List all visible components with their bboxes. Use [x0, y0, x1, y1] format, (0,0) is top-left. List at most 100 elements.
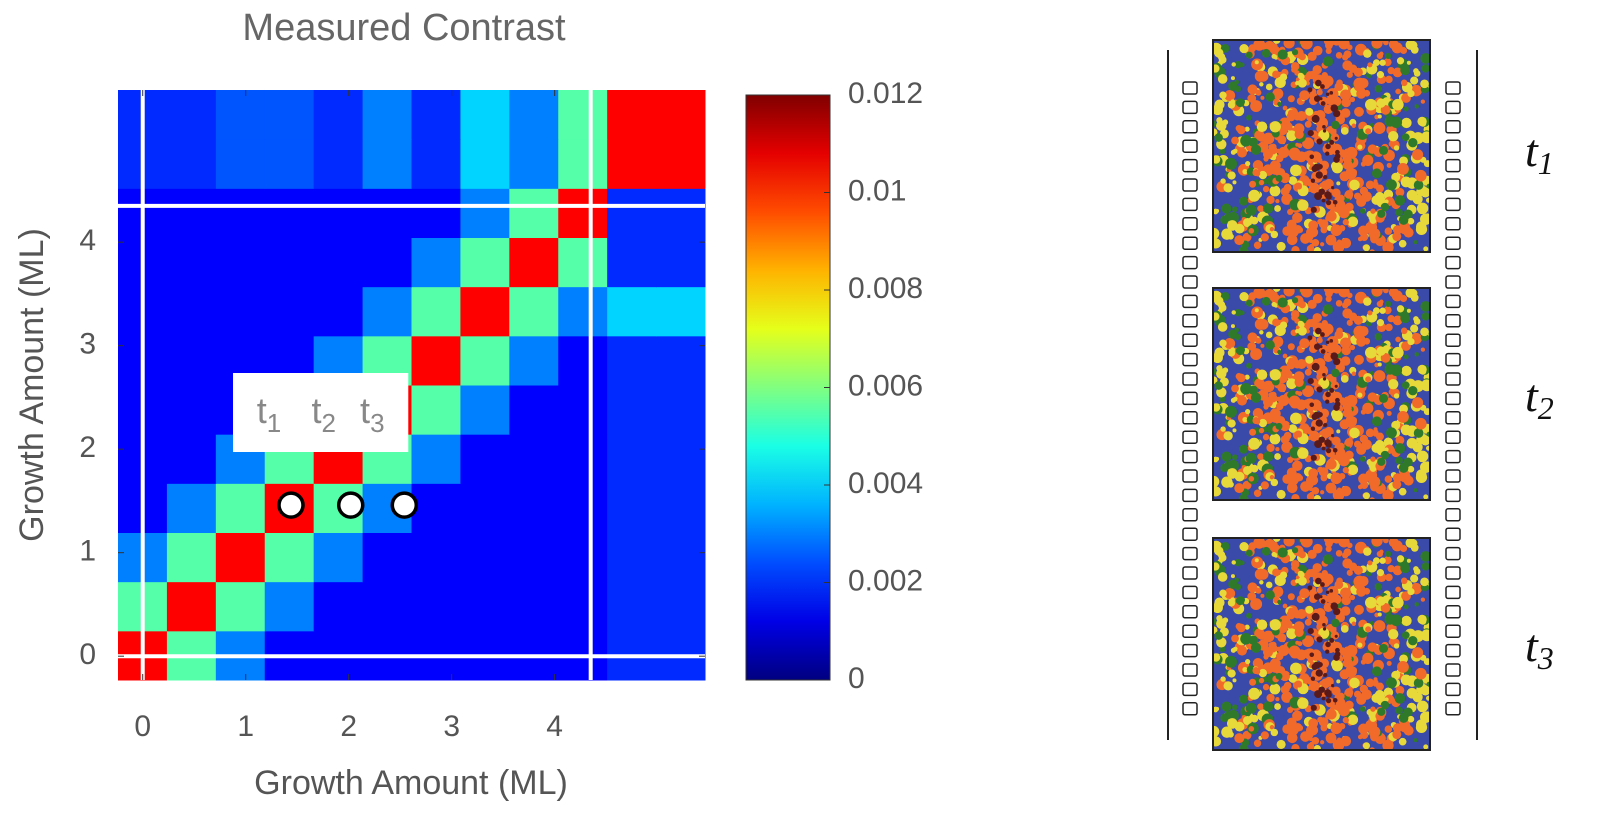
- sprocket-hole: [1445, 411, 1461, 425]
- heat-cell: [656, 90, 706, 140]
- sprocket-hole: [1182, 411, 1198, 425]
- sprocket-hole: [1182, 605, 1198, 619]
- sprocket-hole: [1182, 178, 1198, 192]
- heat-cell: [215, 90, 266, 140]
- time-point: [390, 491, 419, 519]
- time-label: t3: [360, 390, 384, 438]
- heat-cell: [509, 188, 559, 238]
- overlay: t1 t2 t3: [118, 90, 705, 680]
- sprocket-hole: [1182, 643, 1198, 658]
- sprocket-hole: [1182, 372, 1198, 386]
- heat-cell: [264, 188, 315, 238]
- heat-cell: [264, 139, 315, 189]
- heat-cell: [313, 532, 364, 583]
- heat-cell: [313, 286, 364, 337]
- heat-cell: [558, 581, 608, 632]
- heat-cell: [215, 139, 266, 189]
- heat-cell: [607, 385, 657, 435]
- sprocket-hole: [1182, 294, 1198, 309]
- heat-cell: [558, 139, 608, 189]
- heat-cell: [411, 188, 461, 238]
- sprocket-hole: [1445, 682, 1461, 697]
- heat-cell: [460, 385, 510, 435]
- sprocket-hole: [1182, 333, 1198, 347]
- heat-cell: [656, 581, 706, 632]
- heat-cell: [166, 581, 217, 632]
- heat-cell: [460, 188, 510, 238]
- heat-cell: [558, 286, 608, 337]
- heat-cell: [166, 139, 217, 189]
- heat-cell: [460, 335, 510, 386]
- label-box: [336, 373, 409, 452]
- heat-cell: [509, 139, 559, 189]
- heat-cell: [509, 532, 559, 583]
- sprocket-hole: [1182, 469, 1198, 483]
- film-label-sub: 2: [1538, 390, 1554, 426]
- heat-cell: [215, 286, 266, 337]
- heat-cell: [362, 90, 412, 140]
- sprocket-hole: [1445, 178, 1461, 192]
- sprocket-hole: [1182, 197, 1198, 212]
- film-frame-border: [1212, 39, 1431, 253]
- sprocket-hole: [1445, 546, 1461, 561]
- heat-cell: [656, 434, 706, 484]
- heat-cell: [411, 90, 461, 140]
- heat-cell: [656, 237, 706, 288]
- sprocket-hole: [1445, 624, 1461, 638]
- heat-cell: [558, 385, 608, 435]
- heat-cell: [411, 434, 461, 484]
- heat-cell: [313, 581, 364, 632]
- heat-cell: [313, 139, 364, 189]
- film-label-text: t: [1525, 125, 1539, 176]
- sprocket-hole: [1445, 275, 1461, 289]
- sprocket-hole: [1445, 352, 1461, 367]
- time-label-text: t: [311, 390, 321, 431]
- time-label: t1: [257, 390, 281, 438]
- colorbar-tick-label: 0.006: [848, 369, 923, 402]
- x-axis-label: Growth Amount (ML): [254, 764, 568, 802]
- heat-cell: [558, 434, 608, 484]
- heat-cell: [656, 139, 706, 189]
- sprocket-hole: [1182, 430, 1198, 444]
- heat-cell: [509, 581, 559, 632]
- sprocket-hole: [1182, 352, 1198, 367]
- colorbar: [745, 94, 831, 681]
- x-tick-label: 2: [340, 710, 357, 743]
- heat-cell: [264, 581, 315, 632]
- sprocket-hole: [1182, 527, 1198, 541]
- heat-cell: [166, 434, 217, 484]
- heat-cell: [460, 139, 510, 189]
- sprocket-hole: [1445, 294, 1461, 309]
- heat-cell: [607, 237, 657, 288]
- heat-cell: [509, 237, 559, 288]
- chart-title: Measured Contrast: [242, 7, 566, 49]
- colorbar-tick-label: 0.002: [848, 564, 923, 597]
- sprocket-hole: [1445, 236, 1461, 250]
- colorbar-tick-label: 0: [848, 662, 865, 695]
- sprocket-hole: [1445, 430, 1461, 444]
- heat-cell: [460, 237, 510, 288]
- sprocket-hole: [1445, 702, 1461, 716]
- film-label-text: t: [1525, 620, 1539, 671]
- time-label-text: t: [257, 390, 267, 431]
- heat-cell: [264, 237, 315, 288]
- heat-cell: [656, 286, 706, 337]
- heat-cell: [411, 237, 461, 288]
- sprocket-hole: [1445, 217, 1461, 231]
- sprocket-hole: [1445, 488, 1461, 503]
- time-point: [277, 491, 305, 519]
- heat-cell: [607, 532, 657, 583]
- sprocket-hole: [1445, 469, 1461, 483]
- heat-cell: [166, 237, 217, 288]
- heatmap: [118, 90, 706, 681]
- sprocket-hole: [1445, 255, 1461, 270]
- time-label-sub: 3: [370, 408, 384, 438]
- x-tick-label: 4: [546, 710, 563, 743]
- heat-cell: [313, 188, 364, 238]
- heat-cell: [313, 90, 364, 140]
- heat-cell: [460, 532, 510, 583]
- sprocket-hole: [1182, 255, 1198, 270]
- time-label-sub: 1: [267, 408, 281, 438]
- colorbar-tick-label: 0.008: [848, 272, 923, 305]
- colorbar-tick-label: 0.004: [848, 467, 923, 500]
